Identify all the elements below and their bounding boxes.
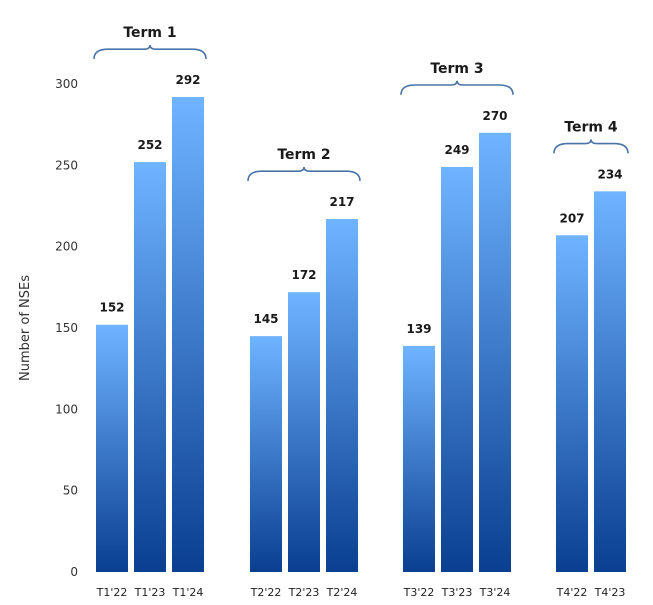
y-tick-label: 300: [55, 77, 78, 91]
x-tick-label: T1'22: [96, 586, 128, 599]
bar: [441, 166, 473, 572]
x-tick-label: T4'23: [594, 586, 626, 599]
group-brace: [93, 44, 207, 60]
bars: [96, 97, 626, 573]
value-labels: 152 252 292 145 172 217 139 249 270 207 234: [99, 73, 622, 336]
y-tick-label: 100: [55, 402, 78, 416]
x-tick-label: T2'22: [250, 586, 282, 599]
bar: [172, 97, 204, 572]
value-label: 252: [137, 138, 162, 152]
group-brace: [247, 166, 361, 182]
group-brace: [400, 80, 514, 95]
bar: [326, 219, 358, 572]
x-tick-label: T1'24: [172, 586, 204, 599]
bar: [556, 235, 588, 572]
bar: [134, 162, 166, 572]
x-tick-label: T3'24: [479, 586, 511, 599]
y-axis-label: Number of NSEs: [18, 275, 33, 381]
y-tick-label: 0: [70, 565, 78, 579]
y-tick-label: 200: [55, 240, 78, 254]
value-label: 234: [597, 167, 622, 181]
x-tick-label: T3'23: [441, 586, 473, 599]
group-label: Term 2: [277, 147, 330, 163]
group-brace: [553, 139, 629, 154]
value-label: 217: [329, 195, 354, 209]
group-label: Term 3: [430, 61, 483, 77]
group-label: Term 4: [564, 119, 618, 135]
x-tick-label: T4'22: [556, 586, 588, 599]
x-axis-ticks: T1'22 T1'23 T1'24 T2'22 T2'23 T2'24 T3'22 T3'23…: [96, 586, 626, 599]
bar: [594, 191, 626, 573]
bar: [250, 336, 282, 572]
bar: [403, 345, 435, 572]
value-label: 292: [175, 73, 200, 87]
bar: [479, 132, 511, 573]
group-annotations: Term 1 Term 2 Term 3 Term 4: [93, 25, 629, 182]
bar: [288, 292, 320, 572]
bar: [96, 324, 128, 572]
value-label: 152: [99, 301, 124, 315]
value-label: 172: [291, 268, 316, 282]
y-tick-label: 250: [55, 158, 78, 172]
value-label: 270: [482, 109, 507, 123]
x-tick-label: T2'24: [326, 586, 358, 599]
y-axis-ticks: 0 50 100 150 200 250 300: [55, 77, 78, 579]
x-tick-label: T3'22: [403, 586, 435, 599]
x-tick-label: T2'23: [288, 586, 320, 599]
value-label: 139: [406, 322, 431, 336]
value-label: 145: [253, 312, 278, 326]
group-label: Term 1: [123, 25, 176, 41]
y-tick-label: 150: [55, 321, 78, 335]
value-label: 207: [559, 211, 584, 225]
value-label: 249: [444, 143, 469, 157]
y-tick-label: 50: [63, 484, 78, 498]
x-tick-label: T1'23: [134, 586, 166, 599]
